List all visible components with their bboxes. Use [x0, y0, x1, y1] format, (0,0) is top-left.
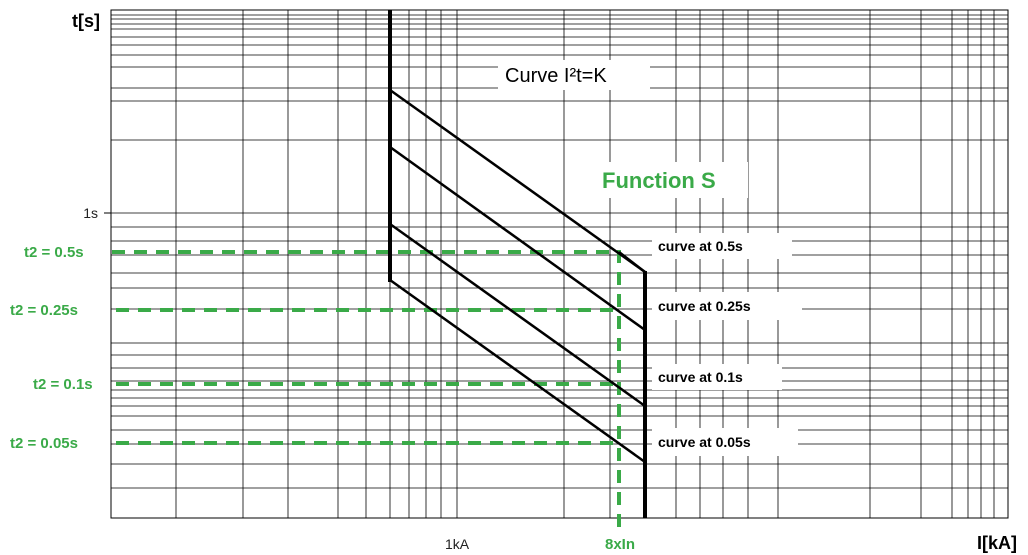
curve-025-label: curve at 0.25s — [658, 298, 751, 314]
x-title-bg — [950, 528, 1028, 555]
t2-0.25-label: t2 = 0.25s — [10, 302, 78, 319]
y-axis-title: t[s] — [72, 11, 100, 31]
label-bg-025 — [652, 292, 802, 320]
curve-05-flat-segment — [618, 251, 646, 273]
i2t-curve-3 — [389, 222, 646, 408]
x-tick-1ka: 1kA — [445, 536, 470, 552]
trip-curves — [388, 10, 647, 518]
x-axis-title: I[kA] — [977, 533, 1017, 553]
curve-01-label: curve at 0.1s — [658, 369, 743, 385]
function-s-label: Function S — [602, 168, 716, 193]
t2-0.5-label: t2 = 0.5s — [24, 244, 84, 261]
curve-i2t-label-bg — [498, 60, 650, 90]
i2t-curve-4 — [389, 278, 646, 464]
i2t-curve-1 — [389, 88, 646, 274]
curve-i2t-label: Curve I²t=K — [505, 65, 607, 87]
x-tick-8xin: 8xIn — [605, 536, 635, 553]
t2-0.1-label: t2 = 0.1s — [33, 376, 93, 393]
y-tick-1s: 1s — [83, 205, 98, 221]
i2t-curve-2 — [389, 145, 646, 332]
t2-0.05-label: t2 = 0.05s — [10, 435, 78, 452]
label-bg-005 — [652, 428, 798, 456]
function-s-label-bg — [596, 162, 748, 198]
y-title-bg — [48, 4, 110, 34]
label-bg-05 — [652, 233, 792, 259]
label-bg-01 — [652, 364, 782, 390]
curve-05-label: curve at 0.5s — [658, 238, 743, 254]
curve-005-label: curve at 0.05s — [658, 434, 751, 450]
plot-border — [110, 9, 1009, 519]
